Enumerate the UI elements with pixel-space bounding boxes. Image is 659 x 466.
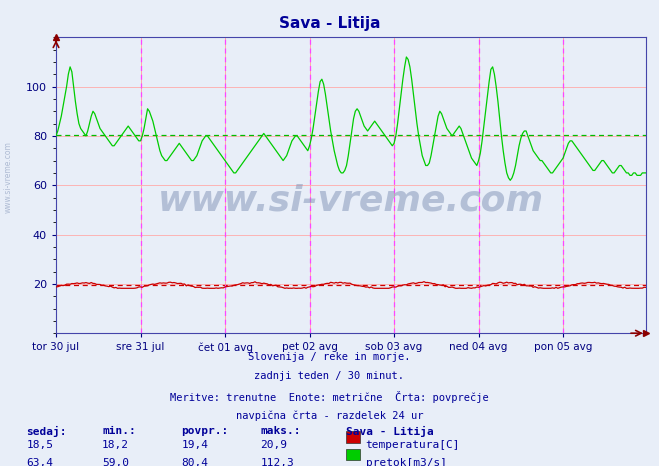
Text: 63,4: 63,4 [26,458,53,466]
Text: maks.:: maks.: [260,426,301,436]
Text: Sava - Litija: Sava - Litija [346,426,434,438]
Text: temperatura[C]: temperatura[C] [366,440,460,450]
Text: 80,4: 80,4 [181,458,208,466]
Text: min.:: min.: [102,426,136,436]
Text: 18,5: 18,5 [26,440,53,450]
Text: navpična črta - razdelek 24 ur: navpična črta - razdelek 24 ur [236,411,423,421]
Text: 19,4: 19,4 [181,440,208,450]
Text: povpr.:: povpr.: [181,426,229,436]
Text: 59,0: 59,0 [102,458,129,466]
Text: Meritve: trenutne  Enote: metrične  Črta: povprečje: Meritve: trenutne Enote: metrične Črta: … [170,391,489,403]
Text: www.si-vreme.com: www.si-vreme.com [158,183,544,217]
Text: 20,9: 20,9 [260,440,287,450]
Text: Slovenija / reke in morje.: Slovenija / reke in morje. [248,352,411,362]
Text: pretok[m3/s]: pretok[m3/s] [366,458,447,466]
Text: 112,3: 112,3 [260,458,294,466]
Text: sedaj:: sedaj: [26,426,67,438]
Text: 18,2: 18,2 [102,440,129,450]
Text: www.si-vreme.com: www.si-vreme.com [3,141,13,213]
Text: Sava - Litija: Sava - Litija [279,16,380,31]
Text: zadnji teden / 30 minut.: zadnji teden / 30 minut. [254,371,405,381]
